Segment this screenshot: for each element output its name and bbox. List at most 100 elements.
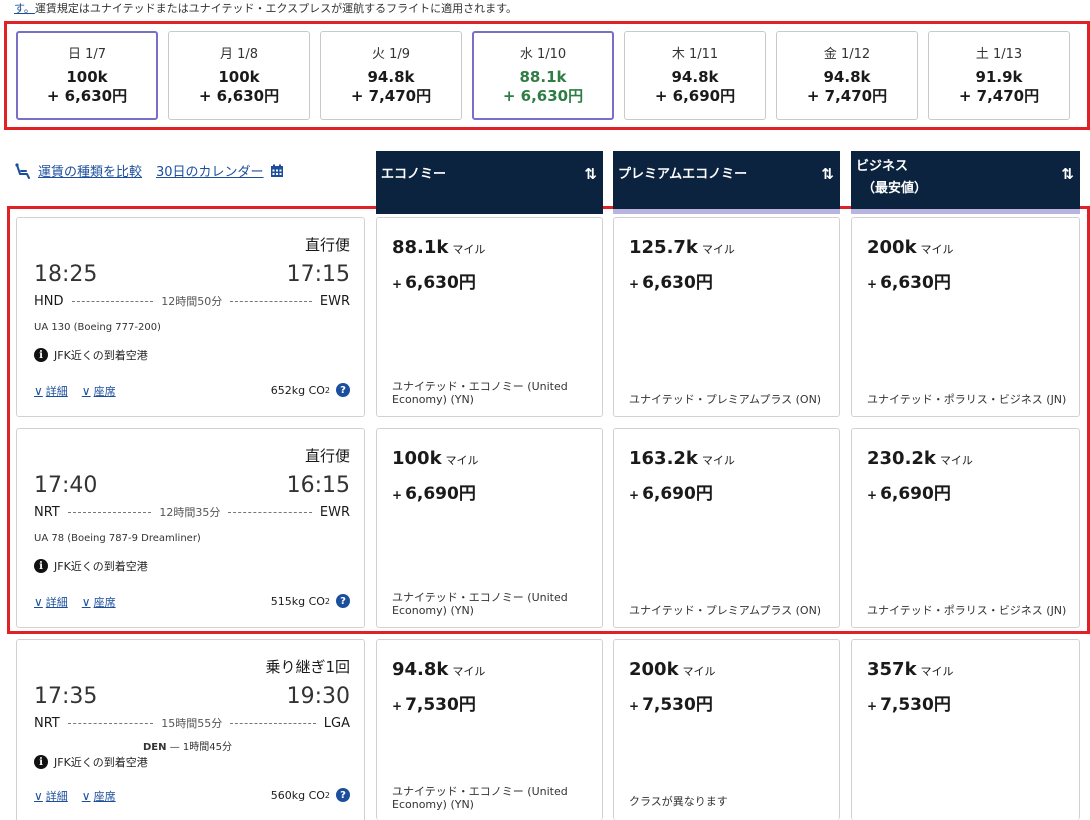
aircraft-info: UA 78 (Boeing 787-9 Dreamliner): [34, 533, 201, 544]
fare-card-economy[interactable]: 100k マイル +6,690円 ユナイテッド・エコノミー (United Eco…: [376, 428, 603, 628]
date-yen: + 6,630円: [198, 87, 280, 105]
column-header-premium[interactable]: プレミアムエコノミー ⇅: [613, 151, 840, 214]
date-miles: 100k: [218, 68, 260, 86]
yen-value: 7,530円: [642, 695, 713, 715]
route-line: HND 12時間50分 EWR: [34, 293, 350, 309]
chevron-down-icon: ∨: [34, 789, 43, 803]
yen-value: 6,630円: [405, 273, 476, 293]
airport-notice-text: JFK近くの到着空港: [54, 349, 148, 362]
plus-sign: +: [629, 699, 640, 713]
date-label: 木 1/11: [671, 47, 719, 62]
yen-value: 6,690円: [405, 484, 476, 504]
details-label: 詳細: [45, 385, 68, 398]
seats-link[interactable]: ∨ 座席: [82, 383, 116, 399]
date-label: 土 1/13: [975, 47, 1023, 62]
date-card-1-12[interactable]: 金 1/12 94.8k + 7,470円: [776, 31, 918, 120]
date-label: 月 1/8: [219, 47, 259, 62]
details-link[interactable]: ∨ 詳細: [34, 788, 68, 804]
date-card-1-8[interactable]: 月 1/8 100k + 6,630円: [168, 31, 310, 120]
info-icon: i: [34, 348, 48, 362]
date-yen: + 6,630円: [46, 87, 128, 105]
date-card-1-9[interactable]: 火 1/9 94.8k + 7,470円: [320, 31, 462, 120]
fare-rules-note: す。運賃規定はユナイテッドまたはユナイテッド・エクスプレスが運航するフライトに適…: [14, 0, 517, 16]
flight-duration: 12時間50分: [161, 295, 223, 308]
origin-airport: HND: [34, 293, 64, 309]
details-label: 詳細: [45, 596, 68, 609]
chevron-down-icon: ∨: [34, 595, 43, 609]
fare-card-economy[interactable]: 88.1k マイル +6,630円 ユナイテッド・エコノミー (United Ec…: [376, 217, 603, 417]
plus-sign: +: [867, 699, 878, 713]
fare-miles: 200k マイル: [629, 659, 716, 680]
miles-unit: マイル: [445, 454, 479, 467]
sort-arrows-icon[interactable]: ⇅: [821, 165, 834, 183]
details-link[interactable]: ∨ 詳細: [34, 594, 68, 610]
date-miles: 94.8k: [823, 68, 871, 86]
chevron-down-icon: ∨: [81, 384, 91, 398]
fare-miles: 230.2k マイル: [867, 448, 973, 469]
fare-card-premium[interactable]: 163.2k マイル +6,690円 ユナイテッド・プレミアムプラス (ON): [613, 428, 840, 628]
miles-unit: マイル: [701, 243, 735, 256]
date-card-1-11[interactable]: 木 1/11 94.8k + 6,690円: [624, 31, 766, 120]
miles-unit: マイル: [939, 454, 973, 467]
departure-time: 17:35: [34, 684, 98, 709]
compare-fares-link[interactable]: 運賃の種類を比較: [38, 165, 143, 180]
details-link[interactable]: ∨ 詳細: [34, 383, 68, 399]
date-label: 火 1/9: [371, 47, 411, 62]
chevron-down-icon: ∨: [81, 789, 91, 803]
date-card-1-10[interactable]: 水 1/10 88.1k + 6,630円: [472, 31, 614, 120]
help-icon[interactable]: ?: [336, 788, 350, 802]
date-label: 日 1/7: [67, 47, 107, 62]
miles-unit: マイル: [701, 454, 735, 467]
note-link[interactable]: す。: [14, 2, 35, 15]
seats-link[interactable]: ∨ 座席: [82, 594, 116, 610]
seats-label: 座席: [93, 790, 116, 803]
arrival-time: 16:15: [286, 473, 350, 498]
miles-value: 200k: [867, 237, 917, 258]
fare-card-business[interactable]: 200k マイル +6,630円 ユナイテッド・ポラリス・ビジネス (JN): [851, 217, 1080, 417]
business-sub-label: （最安値）: [862, 181, 928, 196]
miles-value: 357k: [867, 659, 917, 680]
fare-yen: +6,630円: [629, 268, 713, 293]
connection-info: DEN — 1時間45分: [143, 738, 232, 753]
sort-arrows-icon[interactable]: ⇅: [584, 165, 597, 183]
seats-label: 座席: [93, 596, 116, 609]
plus-sign: +: [629, 488, 640, 502]
fare-class-desc: クラスが異なります: [629, 795, 728, 808]
fare-card-business[interactable]: 230.2k マイル +6,690円 ユナイテッド・ポラリス・ビジネス (JN): [851, 428, 1080, 628]
route-dash: [67, 511, 152, 513]
plus-sign: +: [392, 488, 403, 502]
fare-links: 運賃の種類を比較 30日のカレンダー: [14, 161, 284, 180]
date-card-1-7[interactable]: 日 1/7 100k + 6,630円: [16, 31, 158, 120]
column-header-business[interactable]: ビジネス （最安値） ⇅: [851, 151, 1080, 214]
calendar-icon[interactable]: [270, 164, 284, 178]
seats-link[interactable]: ∨ 座席: [82, 788, 116, 804]
economy-label: エコノミー: [381, 167, 447, 182]
fare-miles: 100k マイル: [392, 448, 479, 469]
fare-card-premium[interactable]: 125.7k マイル +6,630円 ユナイテッド・プレミアムプラス (ON): [613, 217, 840, 417]
plus-sign: +: [629, 277, 640, 291]
fare-class-desc: ユナイテッド・エコノミー (United Economy) (YN): [392, 785, 568, 811]
flight-type: 直行便: [304, 236, 350, 254]
route-dash: [230, 300, 312, 302]
co2-subscript: 2: [324, 385, 330, 395]
fare-card-economy[interactable]: 94.8k マイル +7,530円 ユナイテッド・エコノミー (United Ec…: [376, 639, 603, 820]
premium-label: プレミアムエコノミー: [618, 167, 748, 182]
fare-yen: +6,630円: [867, 268, 951, 293]
sort-arrows-icon[interactable]: ⇅: [1061, 165, 1074, 183]
column-header-economy[interactable]: エコノミー ⇅: [376, 151, 603, 214]
yen-value: 7,530円: [880, 695, 951, 715]
miles-value: 100k: [392, 448, 442, 469]
co2-emission: 652kg CO 2 ?: [271, 383, 350, 397]
flight-card-ua78: 直行便 17:40 16:15 NRT 12時間35分 EWR UA 78 (B…: [16, 428, 365, 628]
fare-miles: 357k マイル: [867, 659, 954, 680]
help-icon[interactable]: ?: [336, 383, 350, 397]
calendar-30-link[interactable]: 30日のカレンダー: [156, 165, 264, 180]
date-yen: + 6,630円: [502, 87, 584, 105]
help-icon[interactable]: ?: [336, 594, 350, 608]
airport-notice: i JFK近くの到着空港: [34, 754, 148, 770]
fare-card-business[interactable]: 357k マイル +7,530円: [851, 639, 1080, 820]
fare-card-premium[interactable]: 200k マイル +7,530円 クラスが異なります: [613, 639, 840, 820]
date-card-1-13[interactable]: 土 1/13 91.9k + 7,470円: [928, 31, 1070, 120]
seat-icon: [15, 162, 30, 179]
chevron-down-icon: ∨: [34, 384, 43, 398]
